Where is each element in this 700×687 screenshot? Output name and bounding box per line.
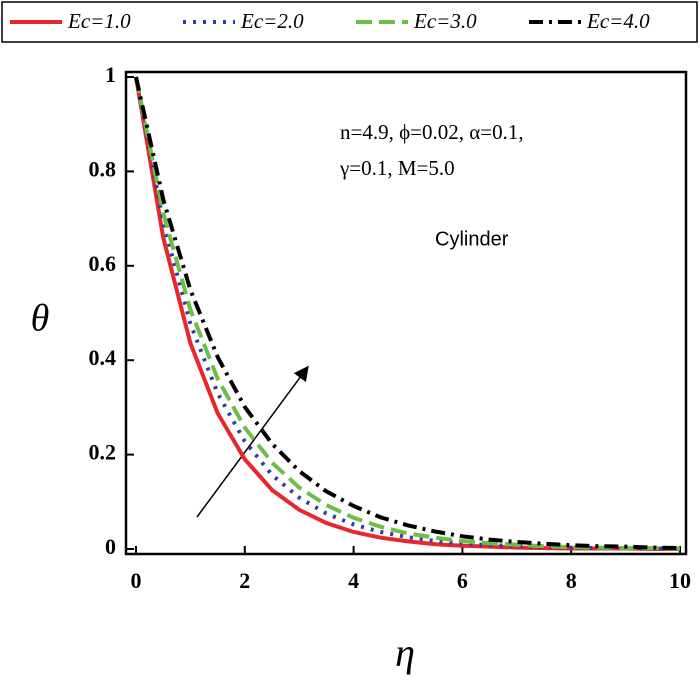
annotation: n=4.9, ϕ=0.02, α=0.1, [340,120,524,144]
legend-label: Ec=1.0 [67,9,131,33]
annotation: γ=0.1, M=5.0 [339,156,455,180]
y-tick-label: 0.6 [89,251,117,276]
legend-label: Ec=3.0 [413,9,477,33]
x-tick-label: 2 [239,568,250,593]
legend-box [1,1,698,43]
x-tick-label: 8 [566,568,577,593]
series-line [134,76,681,551]
series-line [134,76,681,551]
y-tick-label: 1 [105,62,116,87]
y-tick-label: 0.4 [89,345,117,370]
y-tick-label: 0.8 [89,156,117,181]
x-tick-label: 6 [457,568,468,593]
plot-frame [124,70,688,556]
x-tick-label: 4 [348,568,359,593]
y-tick-label: 0 [105,534,116,559]
legend-label: Ec=2.0 [240,9,304,33]
y-tick-label: 0.2 [89,440,117,465]
series-line [134,76,680,551]
x-tick-label: 0 [131,568,142,593]
y-axis-label: θ [31,298,50,340]
series-line [134,76,680,551]
x-tick-label: 10 [669,568,691,593]
x-axis-label: η [395,630,415,675]
arrow [196,365,309,518]
annotation: Cylinder [435,228,509,250]
legend-label: Ec=4.0 [586,9,650,33]
